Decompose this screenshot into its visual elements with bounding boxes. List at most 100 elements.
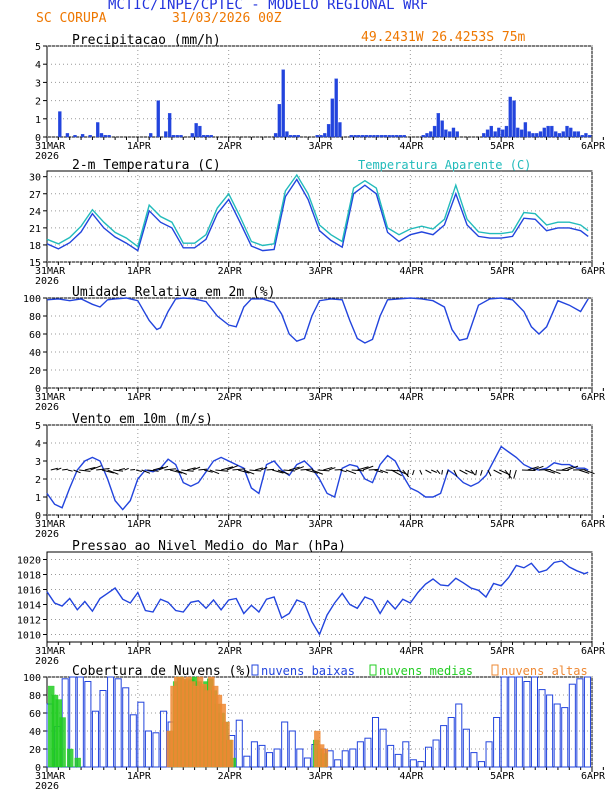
clouds-bar xyxy=(281,721,289,768)
temp-ytick-label: 21 xyxy=(29,224,41,235)
temp-title: 2-m Temperatura (C) xyxy=(72,158,221,173)
wind-arrow xyxy=(334,468,343,471)
wind-arrow xyxy=(232,468,246,471)
precip-bar xyxy=(364,135,369,138)
precip-bar xyxy=(569,127,573,138)
wind-arrow xyxy=(277,469,289,475)
wind-arrow xyxy=(533,465,544,471)
wind-arrow xyxy=(124,467,129,471)
clouds-xtick-label: 31MAR xyxy=(35,771,66,782)
precip-bar xyxy=(296,135,300,138)
rh-line-0 xyxy=(46,297,589,344)
precip-bar xyxy=(194,123,198,138)
precip-bar xyxy=(391,135,395,138)
pressure-xtick-label: 6APR xyxy=(581,646,606,657)
precip-bar xyxy=(65,133,70,138)
wind-arrow xyxy=(441,469,443,475)
wind-arrow xyxy=(493,469,502,475)
wind-title: Vento em 10m (m/s) xyxy=(72,412,213,427)
precip-bar xyxy=(546,125,550,138)
wind-arrow xyxy=(50,467,58,471)
pressure-line-0 xyxy=(46,560,589,637)
clouds-bar xyxy=(402,741,410,768)
wind-arrow xyxy=(147,469,159,472)
wind-arrow xyxy=(152,466,164,471)
clouds-bar xyxy=(144,730,152,768)
precip-bar xyxy=(334,78,338,138)
clouds-xtick-label: 2APR xyxy=(218,771,243,782)
precip-bar xyxy=(289,135,293,138)
clouds-bar xyxy=(288,730,296,768)
pressure-ytick-label: 1010 xyxy=(17,631,41,642)
temp-ytick-label: 18 xyxy=(29,241,41,252)
wind-arrow xyxy=(362,465,374,471)
header-coordinates: 49.2431W 26.4253S 75m xyxy=(361,30,526,45)
clouds-bar xyxy=(387,744,395,768)
precip-xtick-label: 2APR xyxy=(218,141,243,152)
header-location: SC CORUPA xyxy=(36,11,107,26)
temp-xtick-label: 3APR xyxy=(309,266,334,277)
wind-arrow xyxy=(561,465,574,471)
wind-arrow xyxy=(436,469,441,475)
clouds-bar xyxy=(553,703,561,768)
precip-bar xyxy=(550,125,554,138)
wind-arrow xyxy=(508,469,512,479)
wind-arrow xyxy=(101,469,114,474)
wind-arrow xyxy=(480,469,483,476)
clouds-bar xyxy=(515,676,523,768)
clouds-legend-swatch xyxy=(491,664,499,676)
precip-bar xyxy=(202,135,206,138)
clouds-ytick-label: 40 xyxy=(29,727,41,738)
clouds-bar xyxy=(508,676,516,768)
wind-arrow xyxy=(272,469,284,474)
wind-arrow xyxy=(130,468,136,471)
clouds-xtick-label: 3APR xyxy=(309,771,334,782)
wind-arrow xyxy=(289,466,300,471)
rh-xtick-label: 1APR xyxy=(127,392,152,403)
precip-bar xyxy=(523,122,528,138)
wind-line-0 xyxy=(46,445,589,511)
wind-arrow xyxy=(412,469,415,476)
precip-bar xyxy=(379,135,384,138)
precip-bar xyxy=(156,100,160,138)
wind-xtick-label: 1APR xyxy=(127,519,152,530)
clouds-bar xyxy=(561,707,569,768)
clouds-bar xyxy=(523,681,531,768)
precip-bar xyxy=(402,135,406,138)
clouds-year-label: 2026 xyxy=(35,781,59,792)
rh-ytick-label: 100 xyxy=(23,294,41,305)
wind-arrow xyxy=(62,468,68,471)
clouds-bar xyxy=(424,746,433,768)
wind-arrow xyxy=(328,467,336,471)
clouds-bar xyxy=(583,676,591,768)
wind-arrow xyxy=(209,469,220,475)
wind-arrow xyxy=(113,469,124,472)
wind-arrow xyxy=(323,466,333,471)
precip-bar xyxy=(451,127,456,138)
pressure-ytick-label: 1020 xyxy=(17,556,41,567)
precip-bar xyxy=(190,133,194,138)
clouds-ytick-label: 60 xyxy=(29,709,41,720)
wind-arrow xyxy=(203,469,213,473)
precip-bar xyxy=(455,131,459,138)
precip-bar xyxy=(205,135,210,138)
clouds-bar xyxy=(303,757,311,768)
wind-arrow xyxy=(181,469,194,472)
clouds-bar xyxy=(341,750,349,768)
clouds-bar xyxy=(568,683,576,768)
wind-arrow xyxy=(351,469,365,472)
precip-bar xyxy=(99,133,104,138)
clouds-bar xyxy=(349,748,357,768)
temp-year-label: 2026 xyxy=(35,276,59,287)
precip-bar xyxy=(519,129,524,138)
pressure-ytick-label: 1018 xyxy=(17,571,41,582)
temp-xtick-label: 31MAR xyxy=(35,266,66,277)
clouds-bar xyxy=(493,717,501,768)
wind-ytick-label: 2 xyxy=(35,475,41,486)
precip-bar xyxy=(273,133,278,138)
precip-bar xyxy=(179,135,183,138)
clouds-bar xyxy=(455,703,463,768)
clouds-bar xyxy=(432,739,440,768)
